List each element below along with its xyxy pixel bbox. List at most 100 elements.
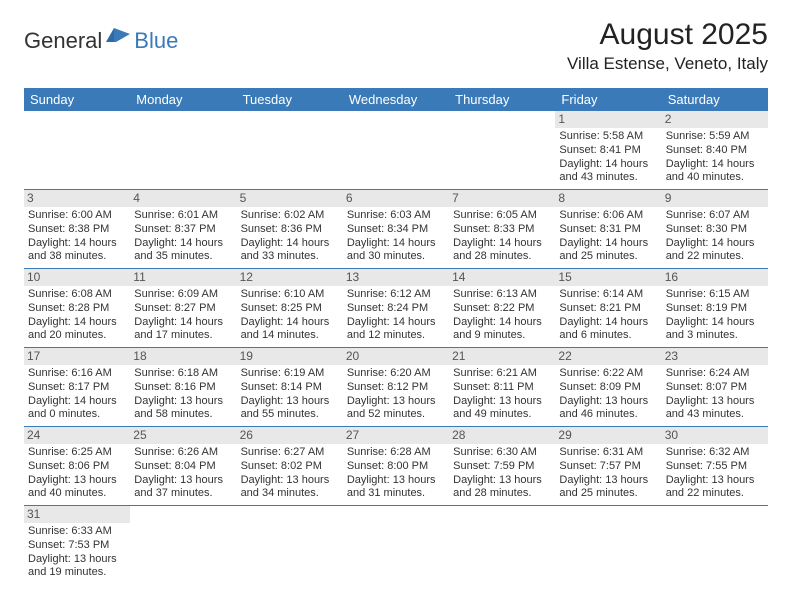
daylight-text: Daylight: 14 hours [347,316,445,330]
calendar-day: 14Sunrise: 6:13 AMSunset: 8:22 PMDayligh… [449,269,555,348]
day-number: 13 [343,269,449,286]
sunset-text: Sunset: 8:37 PM [134,223,232,237]
sunrise-text: Sunrise: 6:13 AM [453,288,551,302]
daylight-text: and 0 minutes. [28,408,126,422]
sunrise-text: Sunrise: 6:08 AM [28,288,126,302]
daylight-text: Daylight: 14 hours [134,237,232,251]
daylight-text: Daylight: 13 hours [347,474,445,488]
daylight-text: and 9 minutes. [453,329,551,343]
calendar-day: 25Sunrise: 6:26 AMSunset: 8:04 PMDayligh… [130,427,236,506]
sunset-text: Sunset: 8:34 PM [347,223,445,237]
day-number: 15 [555,269,661,286]
day-number: 26 [237,427,343,444]
day-number: 30 [662,427,768,444]
calendar-day: 11Sunrise: 6:09 AMSunset: 8:27 PMDayligh… [130,269,236,348]
weekday-header: Saturday [662,88,768,111]
daylight-text: Daylight: 13 hours [666,474,764,488]
sunset-text: Sunset: 8:04 PM [134,460,232,474]
calendar-day: 26Sunrise: 6:27 AMSunset: 8:02 PMDayligh… [237,427,343,506]
sunrise-text: Sunrise: 6:07 AM [666,209,764,223]
weekday-header: Tuesday [237,88,343,111]
sunset-text: Sunset: 8:11 PM [453,381,551,395]
sunrise-text: Sunrise: 6:05 AM [453,209,551,223]
sunrise-text: Sunrise: 5:58 AM [559,130,657,144]
daylight-text: Daylight: 13 hours [453,474,551,488]
sunset-text: Sunset: 8:38 PM [28,223,126,237]
calendar-header-row: SundayMondayTuesdayWednesdayThursdayFrid… [24,88,768,111]
calendar-day-empty [449,506,555,585]
sunset-text: Sunset: 8:17 PM [28,381,126,395]
calendar-day: 30Sunrise: 6:32 AMSunset: 7:55 PMDayligh… [662,427,768,506]
weekday-header: Wednesday [343,88,449,111]
sunset-text: Sunset: 8:19 PM [666,302,764,316]
calendar-day: 6Sunrise: 6:03 AMSunset: 8:34 PMDaylight… [343,190,449,269]
daylight-text: Daylight: 14 hours [666,316,764,330]
location-text: Villa Estense, Veneto, Italy [567,54,768,74]
daylight-text: Daylight: 13 hours [666,395,764,409]
sunrise-text: Sunrise: 6:16 AM [28,367,126,381]
daylight-text: and 28 minutes. [453,487,551,501]
calendar-day-empty [130,111,236,190]
calendar-day: 1Sunrise: 5:58 AMSunset: 8:41 PMDaylight… [555,111,661,190]
daylight-text: and 35 minutes. [134,250,232,264]
daylight-text: and 58 minutes. [134,408,232,422]
sunrise-text: Sunrise: 6:12 AM [347,288,445,302]
daylight-text: Daylight: 13 hours [28,553,126,567]
daylight-text: Daylight: 13 hours [241,474,339,488]
daylight-text: Daylight: 13 hours [559,395,657,409]
calendar-day: 31Sunrise: 6:33 AMSunset: 7:53 PMDayligh… [24,506,130,585]
sunset-text: Sunset: 8:12 PM [347,381,445,395]
calendar-week: 1Sunrise: 5:58 AMSunset: 8:41 PMDaylight… [24,111,768,190]
calendar-day: 2Sunrise: 5:59 AMSunset: 8:40 PMDaylight… [662,111,768,190]
calendar-day: 24Sunrise: 6:25 AMSunset: 8:06 PMDayligh… [24,427,130,506]
sunrise-text: Sunrise: 6:09 AM [134,288,232,302]
calendar-day-empty [449,111,555,190]
sunset-text: Sunset: 8:27 PM [134,302,232,316]
calendar-day: 9Sunrise: 6:07 AMSunset: 8:30 PMDaylight… [662,190,768,269]
calendar-day: 20Sunrise: 6:20 AMSunset: 8:12 PMDayligh… [343,348,449,427]
sunset-text: Sunset: 8:31 PM [559,223,657,237]
sunset-text: Sunset: 8:33 PM [453,223,551,237]
daylight-text: Daylight: 14 hours [559,237,657,251]
weekday-header: Sunday [24,88,130,111]
daylight-text: and 46 minutes. [559,408,657,422]
daylight-text: Daylight: 14 hours [666,237,764,251]
day-number: 17 [24,348,130,365]
calendar-day: 12Sunrise: 6:10 AMSunset: 8:25 PMDayligh… [237,269,343,348]
daylight-text: and 28 minutes. [453,250,551,264]
daylight-text: Daylight: 13 hours [453,395,551,409]
sunset-text: Sunset: 8:09 PM [559,381,657,395]
calendar-week: 10Sunrise: 6:08 AMSunset: 8:28 PMDayligh… [24,269,768,348]
daylight-text: and 3 minutes. [666,329,764,343]
day-number: 2 [662,111,768,128]
day-number: 4 [130,190,236,207]
sunset-text: Sunset: 8:16 PM [134,381,232,395]
sunset-text: Sunset: 7:59 PM [453,460,551,474]
calendar-day: 4 Sunrise: 6:01 AMSunset: 8:37 PMDaylight… [130,190,236,269]
sunset-text: Sunset: 8:24 PM [347,302,445,316]
calendar-day: 23Sunrise: 6:24 AMSunset: 8:07 PMDayligh… [662,348,768,427]
sunset-text: Sunset: 8:30 PM [666,223,764,237]
sunrise-text: Sunrise: 6:27 AM [241,446,339,460]
calendar-table: SundayMondayTuesdayWednesdayThursdayFrid… [24,88,768,584]
day-number: 16 [662,269,768,286]
daylight-text: Daylight: 13 hours [559,474,657,488]
title-block: August 2025 Villa Estense, Veneto, Italy [567,18,768,74]
daylight-text: and 40 minutes. [666,171,764,185]
day-number: 12 [237,269,343,286]
day-number: 20 [343,348,449,365]
page-header: General Blue August 2025 Villa Estense, … [0,0,792,82]
day-number: 3 [24,190,130,207]
sunrise-text: Sunrise: 6:22 AM [559,367,657,381]
sunrise-text: Sunrise: 6:14 AM [559,288,657,302]
day-number: 6 [343,190,449,207]
calendar-day-empty [662,506,768,585]
daylight-text: Daylight: 14 hours [453,316,551,330]
day-number: 29 [555,427,661,444]
sunset-text: Sunset: 8:21 PM [559,302,657,316]
daylight-text: and 25 minutes. [559,487,657,501]
sunset-text: Sunset: 7:57 PM [559,460,657,474]
sunrise-text: Sunrise: 6:21 AM [453,367,551,381]
sunrise-text: Sunrise: 6:01 AM [134,209,232,223]
day-number: 21 [449,348,555,365]
